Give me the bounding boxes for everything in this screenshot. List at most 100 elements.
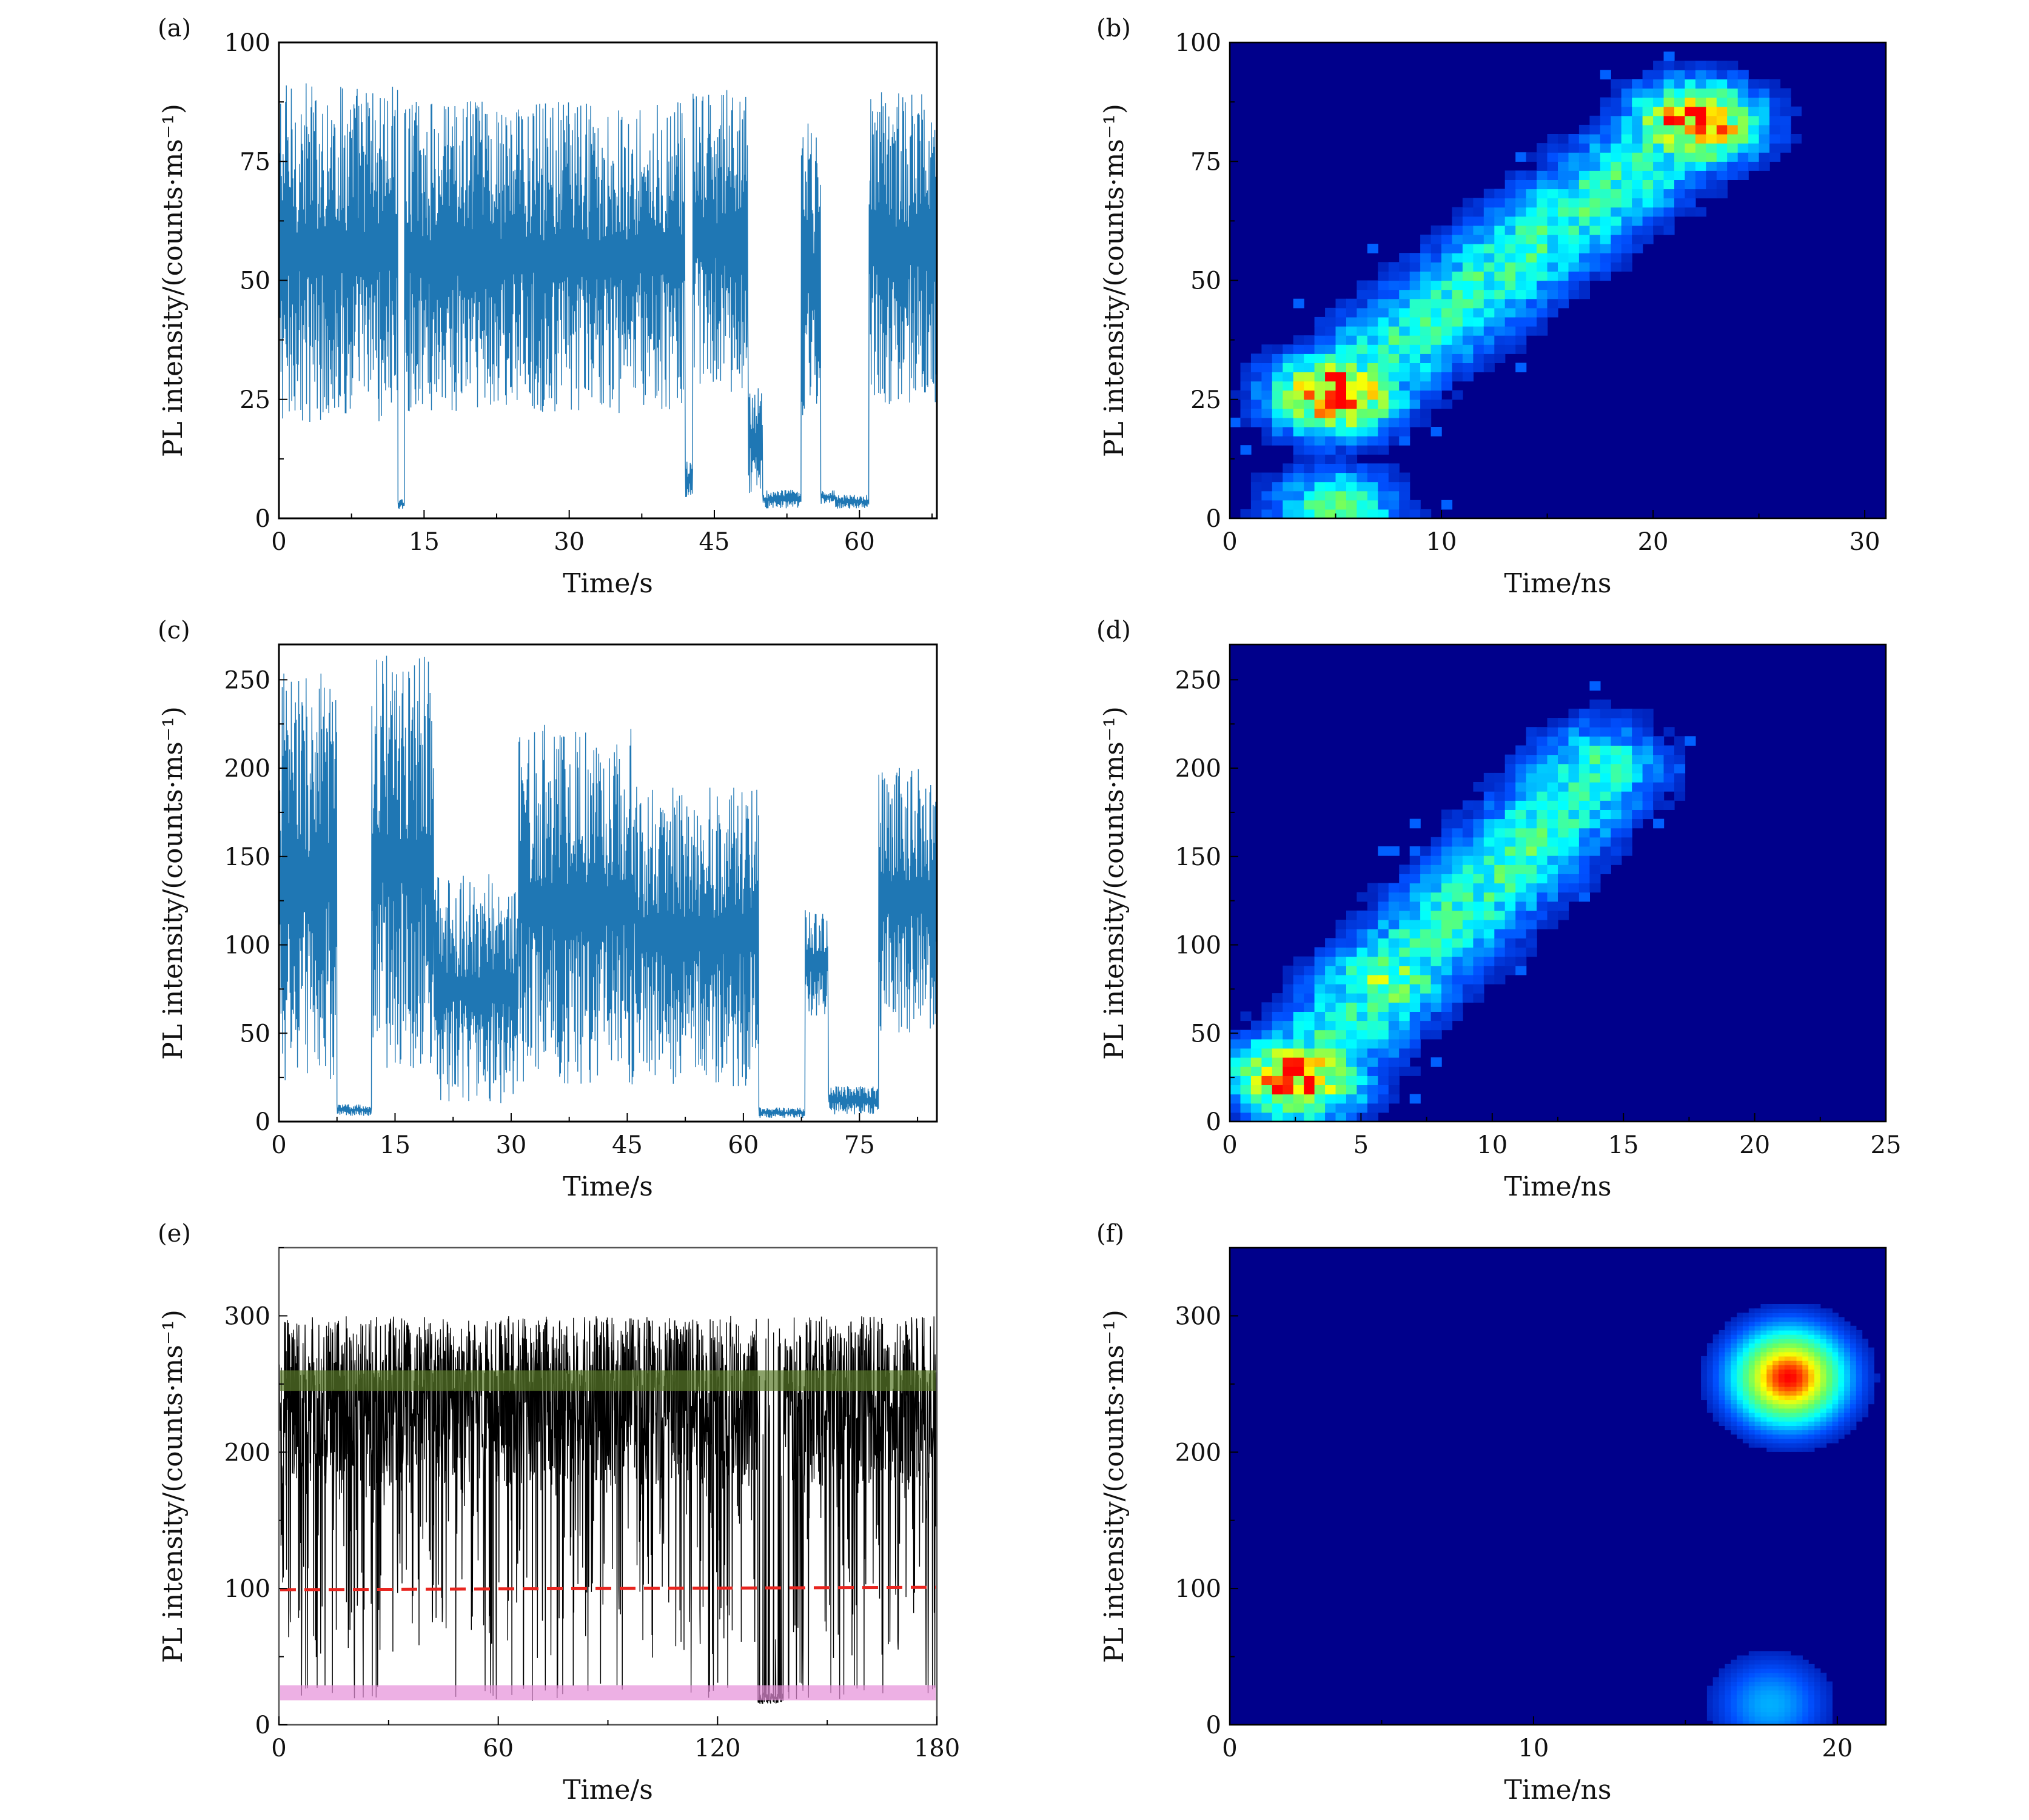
heatmap-cell [1719,1707,1725,1713]
heatmap-cell [1357,436,1368,446]
heatmap-cell [1780,134,1791,144]
heatmap-cell [1784,1330,1791,1335]
heatmap-cell [1748,1339,1756,1343]
heatmap-cell [1537,772,1548,783]
heatmap-cell [1731,1421,1737,1426]
heatmap-cell [1808,1351,1815,1357]
heatmap-cell [1725,1391,1731,1396]
heatmap-cell [1346,436,1358,446]
heatmap-cell [1250,408,1262,418]
heatmap-cell [1441,399,1453,409]
heatmap-cell [1856,1403,1863,1409]
heatmap-cell [1558,152,1569,162]
heatmap-cell [1742,1425,1749,1431]
heatmap-cell [1737,1347,1743,1353]
heatmap-cell [1600,736,1611,746]
heatmap-cell [1335,1103,1347,1113]
heatmap-cell [1304,1076,1315,1085]
heatmap-cell [1283,390,1294,400]
heatmap-cell [1504,754,1516,764]
heatmap-cell [1790,1369,1797,1374]
heatmap-cell [1357,381,1368,391]
heatmap-cell [1731,1360,1737,1365]
heatmap-cell [1325,1066,1336,1076]
heatmap-cell [1441,910,1453,920]
heatmap-cell [1441,316,1453,327]
heatmap-cell [1504,344,1516,354]
heatmap-cell [1515,289,1527,299]
heatmap-cell [1826,1703,1833,1708]
heatmap-cell [1844,1330,1851,1335]
heatmap-cell [1790,1317,1797,1322]
heatmap-cell [1772,1365,1779,1370]
heatmap-cell [1378,427,1389,437]
heatmap-cell [1685,152,1696,162]
heatmap-cell [1314,1066,1326,1076]
heatmap-cell [1611,708,1622,718]
heatmap-cell [1483,244,1495,253]
heatmap-cell [1760,1434,1767,1439]
heatmap-cell [1293,965,1304,975]
heatmap-cell [1754,1443,1761,1448]
heatmap-cell [1778,1664,1785,1669]
heatmap-cell [1452,216,1463,226]
heatmap-cell [1304,381,1315,391]
heatmap-cell [1748,1699,1756,1704]
heatmap-cell [1838,1430,1845,1435]
heatmap-cell [1737,1677,1743,1682]
heatmap-cell [1346,1076,1358,1085]
heatmap-cell [1335,307,1347,318]
heatmap-cell [1611,161,1622,171]
heatmap-cell [1314,427,1326,437]
heatmap-cell [1578,708,1590,718]
heatmap-cell [1778,1391,1785,1396]
heatmap-cell [1589,718,1601,728]
heatmap-cell [1737,1681,1743,1687]
y-axis-label: PL intensity/(counts·ms⁻¹) [158,706,189,1060]
heatmap-cell [1452,965,1463,975]
heatmap-cell [1537,837,1548,847]
heatmap-cell [1838,1421,1845,1426]
heatmap-cell [1701,1382,1708,1387]
heatmap-cell [1685,198,1696,208]
heatmap-cell [1304,1048,1315,1058]
heatmap-cell [1784,1703,1791,1708]
heatmap-cell [1695,70,1706,79]
heatmap-cell [1578,772,1590,783]
heatmap-cell [1293,509,1304,518]
heatmap-cell [1754,1317,1761,1322]
heatmap-cell [1814,1330,1821,1335]
heatmap-cell [1862,1408,1869,1413]
heatmap-cell [1230,1029,1241,1040]
heatmap-cell [1420,901,1432,911]
heatmap-cell [1772,1325,1779,1331]
heatmap-cell [1844,1325,1851,1331]
heatmap-cell [1685,143,1696,153]
heatmap-cell [1808,1408,1815,1413]
heatmap-cell [1611,207,1622,217]
heatmap-cell [1515,745,1527,755]
heatmap-cell [1820,1438,1827,1444]
heatmap-cell [1304,390,1315,400]
heatmap-cell [1611,216,1622,226]
heatmap-cell [1346,1066,1358,1076]
heatmap-cell [1378,1076,1389,1085]
heatmap-cell [1378,280,1389,290]
heatmap-cell [1790,1681,1797,1687]
heatmap-cell [1483,855,1495,865]
x-tick-label: 60 [844,528,875,556]
heatmap-cell [1367,280,1378,290]
heatmap-cell [1808,1343,1815,1348]
heatmap-cell [1240,417,1252,427]
heatmap-cell [1754,1417,1761,1422]
heatmap-cell [1766,1330,1773,1335]
heatmap-cell [1772,1321,1779,1327]
heatmap-cell [1261,481,1273,492]
heatmap-cell [1778,1716,1785,1721]
heatmap-cell [1388,1066,1400,1076]
heatmap-cell [1367,1103,1378,1113]
heatmap-cell [1430,1002,1442,1012]
heatmap-cell [1790,1668,1797,1673]
heatmap-cell [1283,509,1294,518]
heatmap-cell [1441,1020,1453,1031]
